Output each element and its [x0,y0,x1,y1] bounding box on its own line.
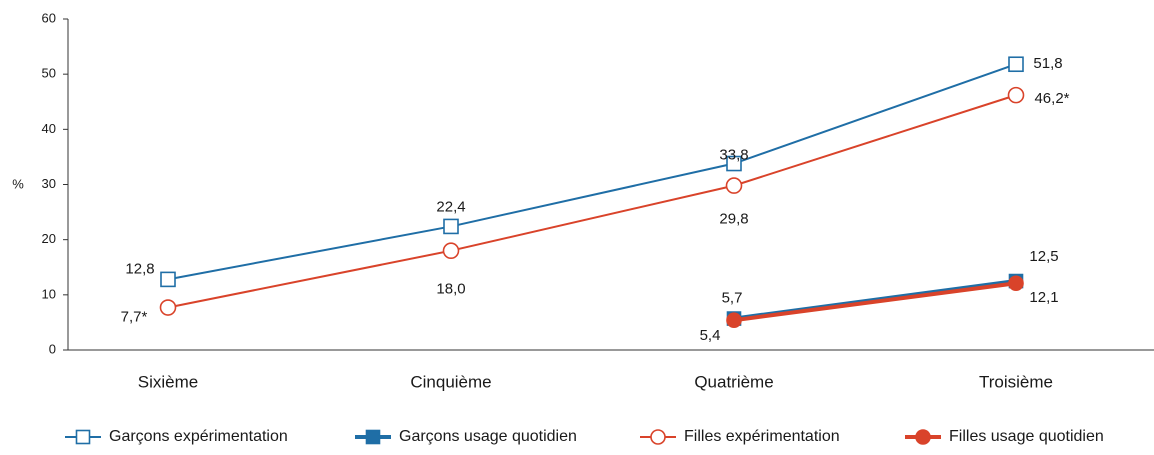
marker [726,155,742,172]
marker [443,218,459,235]
legend-label: Garçons expérimentation [109,428,288,445]
legend-label: Filles usage quotidien [949,428,1104,445]
legend-marker [365,429,381,445]
data-label: 22,4 [436,198,465,215]
data-label: 18,0 [436,281,465,298]
marker [160,271,176,288]
data-label: 33,8 [719,147,748,164]
marker [159,299,177,316]
x-tick-label: Sixième [138,372,198,391]
data-label: 5,4 [700,327,721,344]
data-label: 5,7 [722,290,743,307]
x-tick-label: Cinquième [410,372,491,391]
legend-marker [75,429,91,445]
data-label: 7,7* [121,308,148,325]
marker [1007,86,1025,104]
data-label: 12,5 [1029,248,1058,265]
x-tick-label: Quatrième [694,372,773,391]
series-line [167,94,1017,309]
marker [442,242,460,259]
y-tick-label: 0 [49,341,56,356]
marker [1008,275,1024,292]
y-tick-label: 60 [42,10,56,25]
series-line [167,63,1017,281]
marker [726,312,742,329]
series-line [733,281,1017,323]
marker [1008,56,1024,73]
data-label: 12,8 [125,260,154,277]
y-axis-label: % [12,176,24,191]
y-tick-label: 20 [42,231,56,246]
x-tick-label: Troisième [979,372,1053,391]
legend-marker [915,429,931,445]
data-label: 12,1 [1029,289,1058,306]
y-tick-label: 50 [42,66,56,81]
marker [725,177,743,194]
y-tick-label: 30 [42,176,56,191]
legend-label: Filles expérimentation [684,428,840,445]
data-label: 29,8 [719,211,748,228]
legend-label: Garçons usage quotidien [399,428,577,445]
data-label: 46,2* [1034,90,1069,107]
legend-marker [650,429,666,445]
data-label: 51,8 [1033,55,1062,72]
y-tick-label: 40 [42,121,56,136]
y-tick-label: 10 [42,286,56,301]
